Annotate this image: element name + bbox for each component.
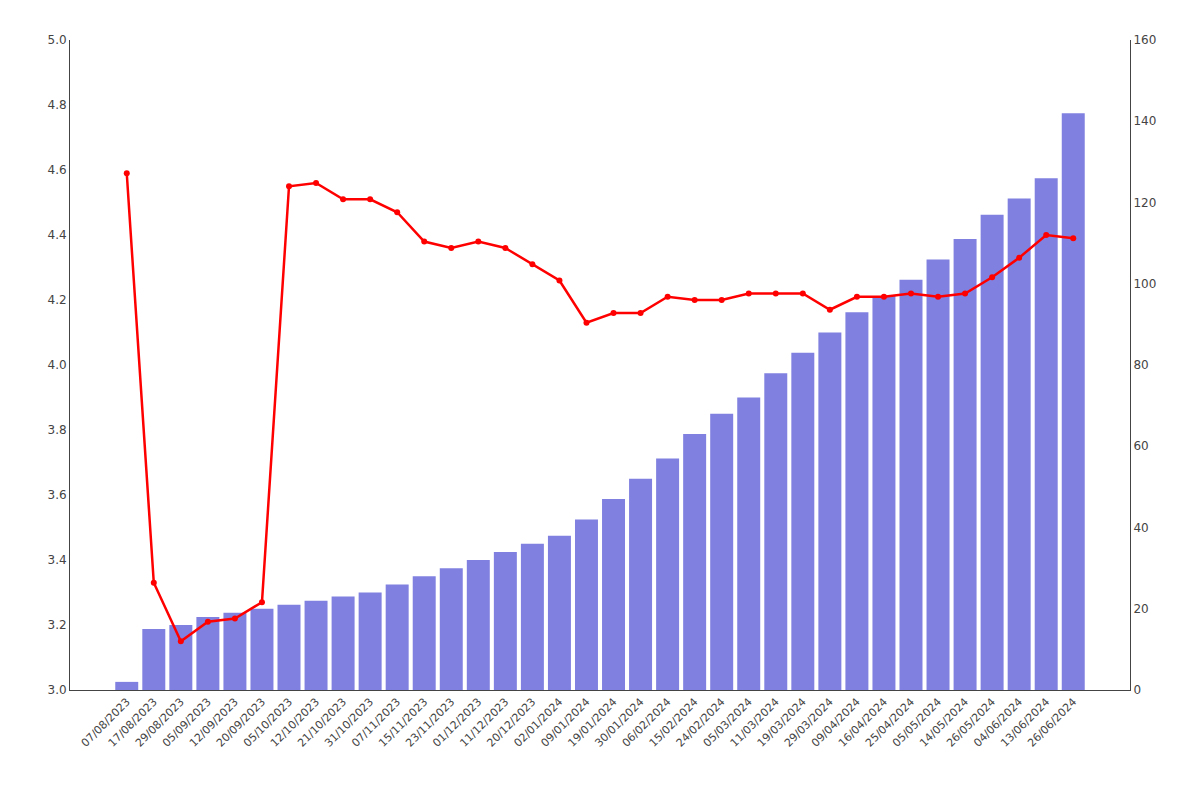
svg-text:80: 80 [1133, 358, 1148, 372]
svg-text:16/04/2024: 16/04/2024 [836, 696, 890, 750]
svg-text:3.6: 3.6 [48, 488, 67, 502]
svg-text:3.2: 3.2 [48, 618, 67, 632]
svg-text:19/01/2024: 19/01/2024 [566, 696, 620, 750]
svg-text:29/03/2024: 29/03/2024 [782, 696, 836, 750]
svg-text:07/11/2023: 07/11/2023 [349, 696, 403, 750]
svg-text:01/12/2023: 01/12/2023 [430, 696, 484, 750]
svg-text:24/02/2024: 24/02/2024 [674, 696, 728, 750]
svg-text:05/03/2024: 05/03/2024 [701, 696, 755, 750]
svg-text:60: 60 [1133, 439, 1148, 453]
svg-text:4.6: 4.6 [48, 163, 67, 177]
svg-text:21/10/2023: 21/10/2023 [295, 696, 349, 750]
svg-text:11/12/2023: 11/12/2023 [457, 696, 511, 750]
svg-text:14/05/2024: 14/05/2024 [917, 696, 971, 750]
svg-text:4.0: 4.0 [48, 358, 67, 372]
svg-text:17/08/2023: 17/08/2023 [106, 696, 160, 750]
svg-text:09/04/2024: 09/04/2024 [809, 696, 863, 750]
svg-text:29/08/2023: 29/08/2023 [133, 696, 187, 750]
svg-text:0: 0 [1133, 683, 1141, 697]
svg-text:4.8: 4.8 [48, 98, 67, 112]
svg-text:15/02/2024: 15/02/2024 [647, 696, 701, 750]
svg-text:23/11/2023: 23/11/2023 [403, 696, 457, 750]
svg-text:26/05/2024: 26/05/2024 [944, 696, 998, 750]
svg-text:25/04/2024: 25/04/2024 [863, 696, 917, 750]
svg-text:12/09/2023: 12/09/2023 [187, 696, 241, 750]
svg-text:02/01/2024: 02/01/2024 [511, 696, 565, 750]
svg-text:30/01/2024: 30/01/2024 [593, 696, 647, 750]
svg-text:3.8: 3.8 [48, 423, 67, 437]
svg-text:13/06/2024: 13/06/2024 [998, 696, 1052, 750]
svg-text:140: 140 [1133, 114, 1156, 128]
svg-text:07/08/2023: 07/08/2023 [79, 696, 133, 750]
svg-text:40: 40 [1133, 521, 1148, 535]
svg-text:4.4: 4.4 [48, 228, 67, 242]
svg-text:05/10/2023: 05/10/2023 [241, 696, 295, 750]
svg-text:5.0: 5.0 [48, 33, 67, 47]
svg-text:04/06/2024: 04/06/2024 [971, 696, 1025, 750]
svg-text:12/10/2023: 12/10/2023 [268, 696, 322, 750]
svg-text:31/10/2023: 31/10/2023 [322, 696, 376, 750]
svg-text:100: 100 [1133, 277, 1156, 291]
svg-text:20/12/2023: 20/12/2023 [484, 696, 538, 750]
svg-text:20: 20 [1133, 602, 1148, 616]
svg-text:3.4: 3.4 [48, 553, 67, 567]
svg-text:160: 160 [1133, 33, 1156, 47]
svg-text:05/09/2023: 05/09/2023 [160, 696, 214, 750]
svg-text:20/09/2023: 20/09/2023 [214, 696, 268, 750]
svg-text:09/01/2024: 09/01/2024 [538, 696, 592, 750]
svg-text:4.2: 4.2 [48, 293, 67, 307]
svg-text:06/02/2024: 06/02/2024 [620, 696, 674, 750]
svg-text:19/03/2024: 19/03/2024 [755, 696, 809, 750]
svg-text:26/06/2024: 26/06/2024 [1025, 696, 1079, 750]
svg-text:05/05/2024: 05/05/2024 [890, 696, 944, 750]
svg-text:120: 120 [1133, 196, 1156, 210]
svg-text:3.0: 3.0 [48, 683, 67, 697]
svg-text:15/11/2023: 15/11/2023 [376, 696, 430, 750]
svg-text:11/03/2024: 11/03/2024 [728, 696, 782, 750]
